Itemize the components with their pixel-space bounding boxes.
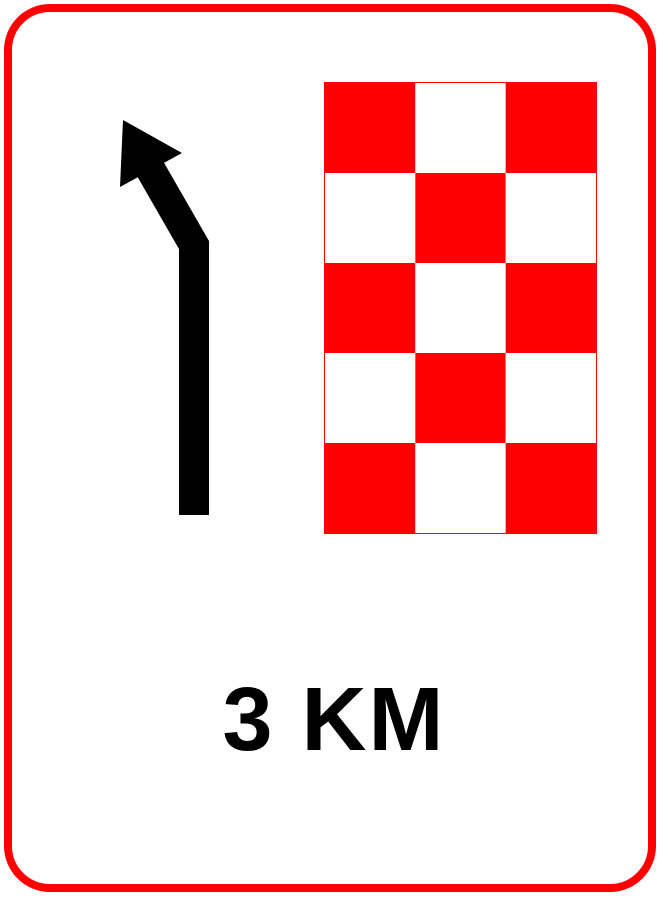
checkerboard-cell: [505, 173, 596, 263]
checkerboard-flag: [324, 82, 597, 534]
distance-label: 3 KM: [222, 670, 446, 770]
checkerboard-cell: [505, 83, 596, 173]
checkerboard-cell: [505, 263, 596, 353]
checkerboard-cell: [325, 83, 416, 173]
checkerboard-cell: [415, 353, 506, 443]
checkerboard-cell: [415, 263, 506, 353]
checkerboard-cell: [325, 443, 416, 533]
arrow-head: [120, 120, 182, 187]
left-turn-arrow-icon: [120, 120, 209, 515]
checkerboard-cell: [325, 353, 416, 443]
checkerboard-cell: [415, 83, 506, 173]
arrow-shaft: [134, 157, 209, 515]
checkerboard-cell: [415, 443, 506, 533]
checkerboard-cell: [505, 353, 596, 443]
checkerboard-cell: [505, 443, 596, 533]
checkerboard-cell: [325, 173, 416, 263]
checkerboard-cell: [415, 173, 506, 263]
checkerboard-cell: [325, 263, 416, 353]
